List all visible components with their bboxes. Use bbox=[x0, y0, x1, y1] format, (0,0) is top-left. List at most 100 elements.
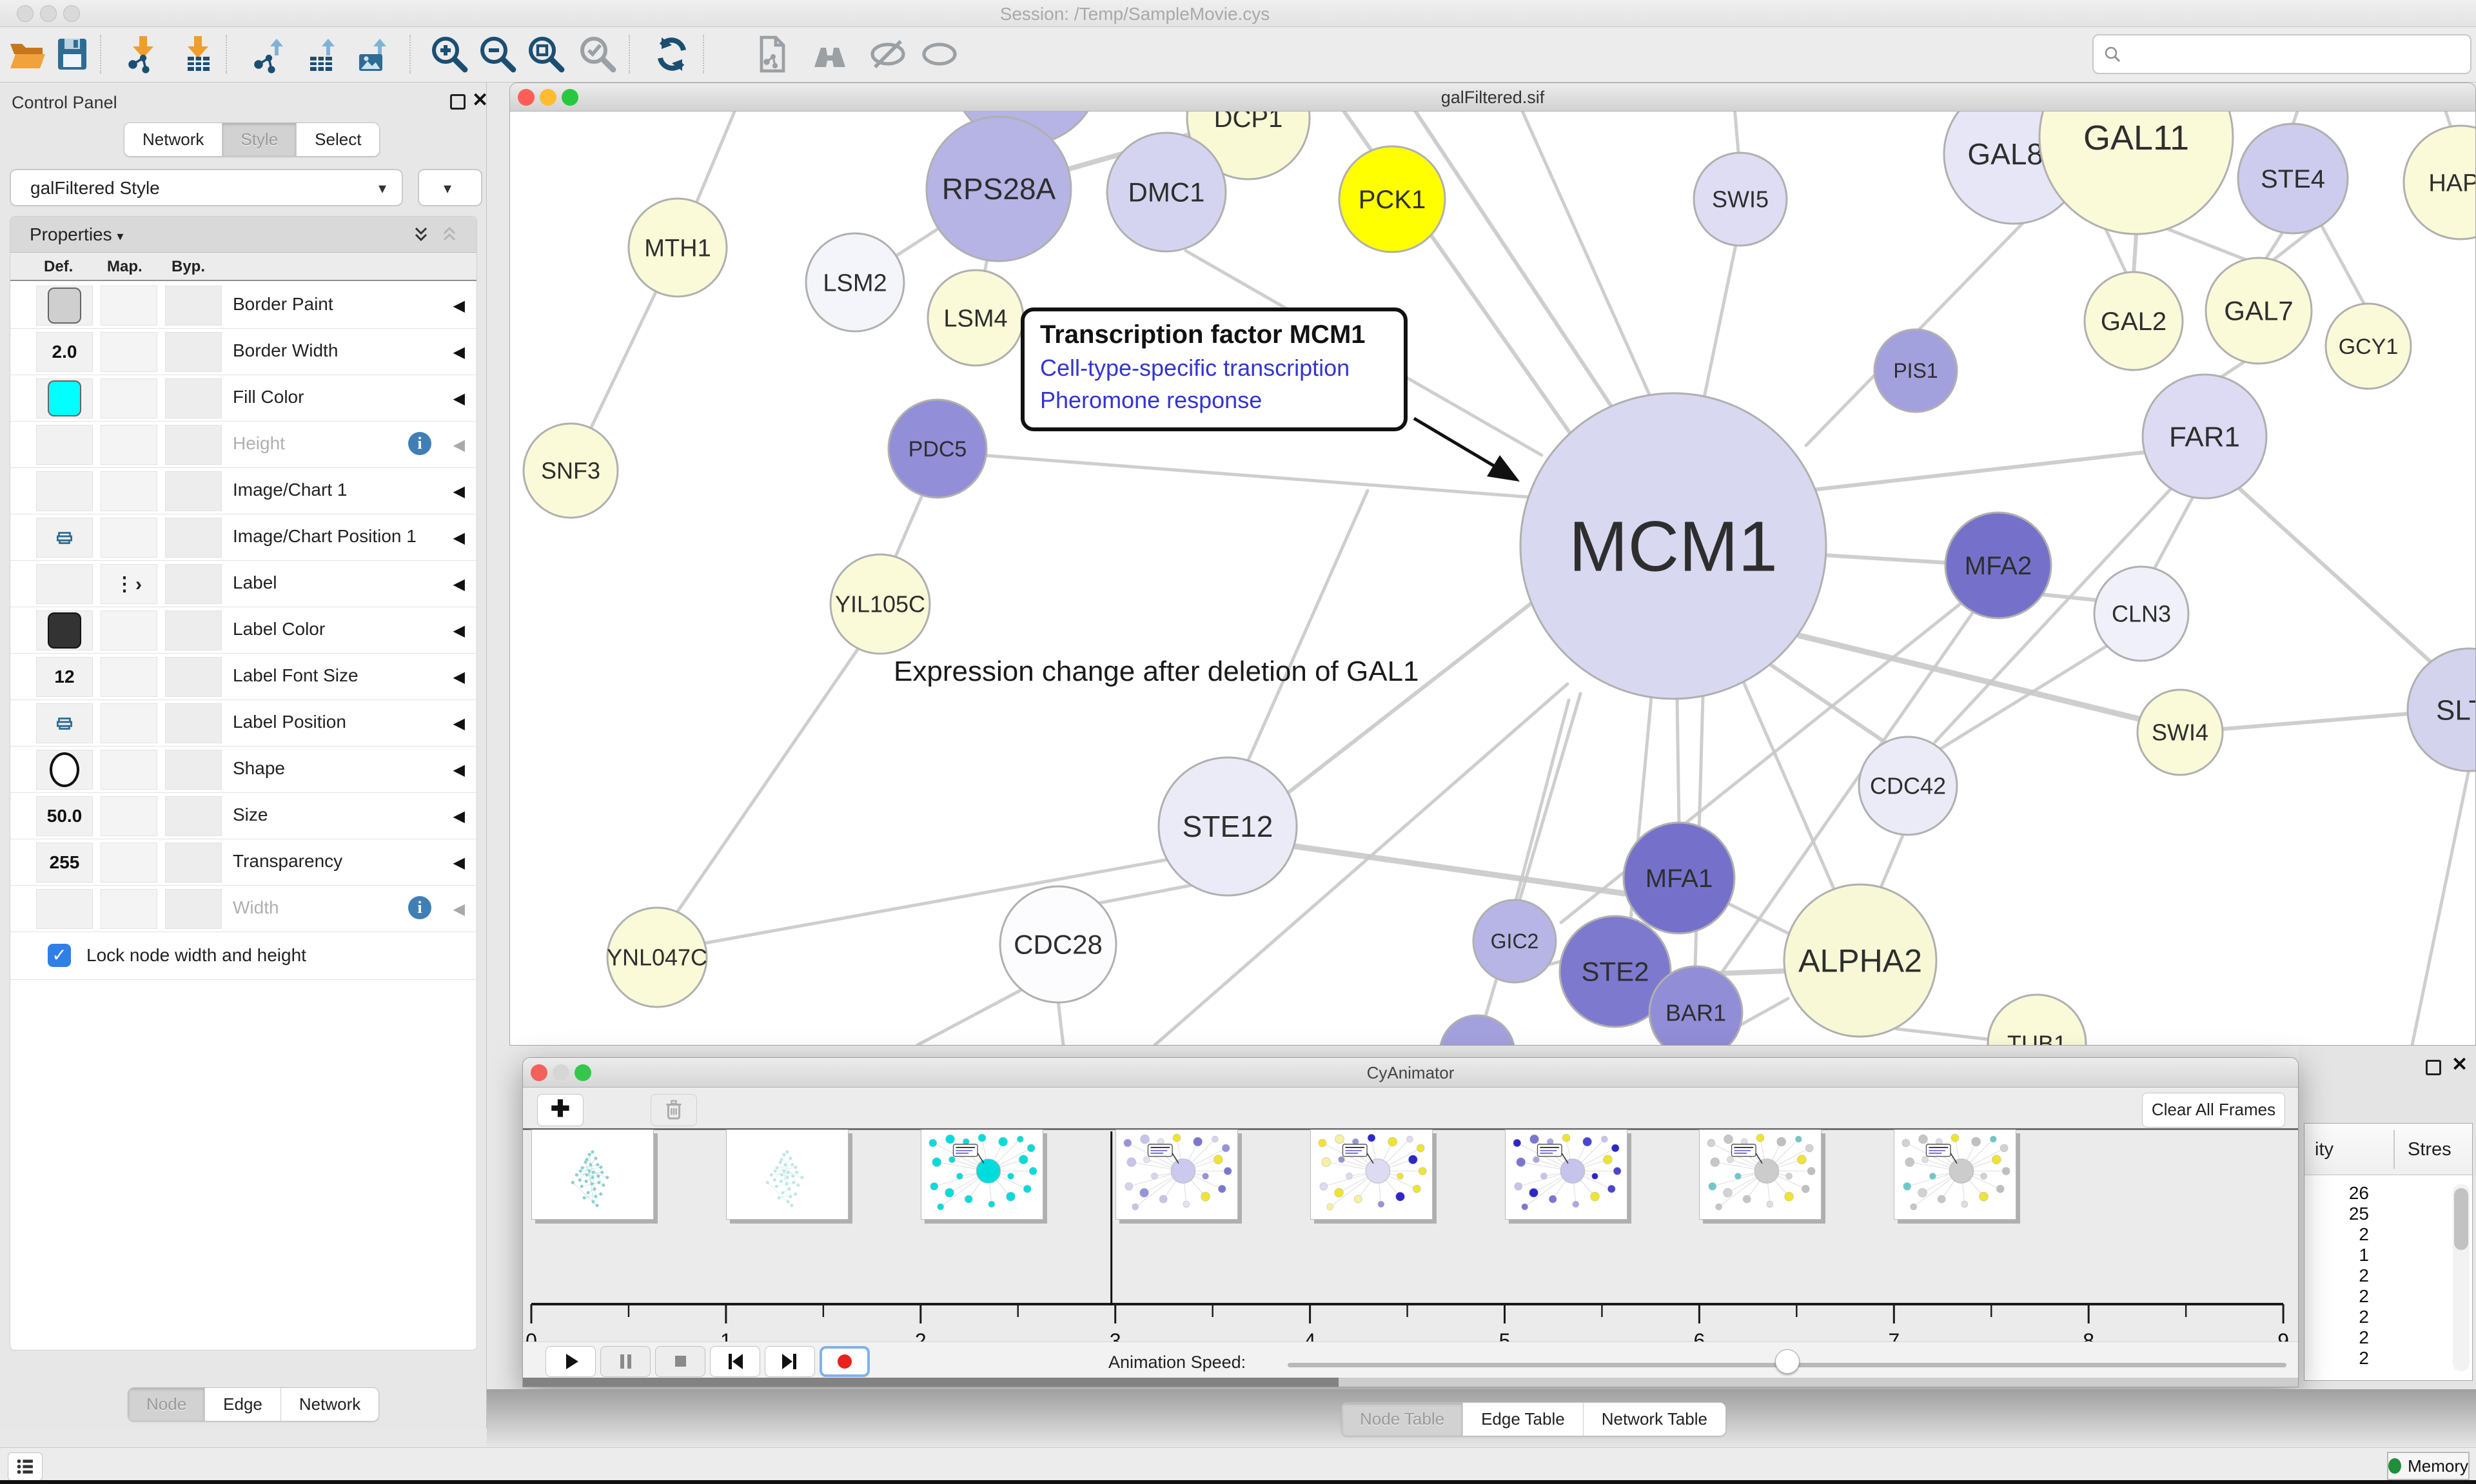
import-network-button[interactable] bbox=[123, 34, 164, 75]
search-field[interactable] bbox=[2092, 34, 2471, 74]
zoom-fit-button[interactable] bbox=[526, 34, 567, 75]
skip-to-end-button[interactable] bbox=[765, 1346, 815, 1377]
chevron-left-icon[interactable]: ◀ bbox=[453, 390, 465, 407]
network-node-gal7[interactable]: GAL7 bbox=[2205, 257, 2313, 365]
hide-details-button[interactable] bbox=[867, 34, 909, 75]
frame-thumbnail-2[interactable] bbox=[920, 1129, 1043, 1220]
table-cell-centrality[interactable]: 2 bbox=[2359, 1307, 2369, 1327]
frame-thumbnail-6[interactable] bbox=[1699, 1129, 1822, 1220]
mapping-cell[interactable] bbox=[101, 332, 157, 372]
node-table[interactable]: ity Stres 26 25 2 1 2 2 2 2 2 bbox=[2304, 1123, 2473, 1381]
refresh-button[interactable] bbox=[651, 34, 693, 75]
minimize-traffic-light[interactable] bbox=[553, 1064, 569, 1081]
network-node-mth1[interactable]: MTH1 bbox=[627, 197, 728, 298]
tab-edge[interactable]: Edge bbox=[205, 1388, 281, 1421]
network-node-gal2[interactable]: GAL2 bbox=[2083, 271, 2184, 371]
zoom-selected-button[interactable] bbox=[577, 34, 618, 75]
search-input[interactable] bbox=[2130, 39, 2459, 69]
network-node-ste2[interactable]: STE2 bbox=[1558, 915, 1672, 1028]
network-node-pdc5[interactable]: PDC5 bbox=[887, 398, 988, 499]
mapping-cell[interactable] bbox=[101, 610, 157, 650]
chevron-left-icon[interactable]: ◀ bbox=[453, 436, 465, 454]
property-row-label-position[interactable]: Label Position ◀ bbox=[10, 700, 477, 747]
task-history-button[interactable] bbox=[8, 1452, 43, 1481]
network-node-snf3[interactable]: SNF3 bbox=[522, 422, 619, 519]
info-icon[interactable]: i bbox=[408, 896, 431, 919]
network-node-cln3[interactable]: CLN3 bbox=[2093, 565, 2190, 662]
tab-network-bottom[interactable]: Network bbox=[280, 1388, 379, 1421]
property-row-label-color[interactable]: Label Color ◀ bbox=[10, 607, 477, 654]
network-node-swi4[interactable]: SWI4 bbox=[2136, 688, 2224, 776]
network-node-dmc1[interactable]: DMC1 bbox=[1106, 132, 1227, 253]
table-cell-centrality[interactable]: 1 bbox=[2359, 1245, 2369, 1265]
default-value-cell[interactable]: 2.0 bbox=[36, 332, 93, 372]
add-frame-button[interactable]: ✚ bbox=[537, 1094, 584, 1126]
frame-thumbnail-0[interactable] bbox=[531, 1129, 654, 1220]
annotation-box[interactable]: Transcription factor MCM1 Cell-type-spec… bbox=[1021, 308, 1408, 431]
chevron-left-icon[interactable]: ◀ bbox=[453, 622, 465, 639]
network-node-unlabeled[interactable] bbox=[1439, 1014, 1515, 1046]
network-node-pck1[interactable]: PCK1 bbox=[1338, 145, 1446, 253]
annotation-link[interactable]: Pheromone response bbox=[1040, 387, 1263, 413]
export-image-button[interactable] bbox=[351, 34, 393, 75]
bypass-cell[interactable] bbox=[165, 471, 222, 511]
chevron-left-icon[interactable]: ◀ bbox=[453, 529, 465, 547]
record-button[interactable] bbox=[820, 1346, 870, 1377]
skip-to-start-button[interactable] bbox=[710, 1346, 760, 1377]
frame-thumbnail-4[interactable] bbox=[1310, 1129, 1433, 1220]
mapping-cell[interactable] bbox=[101, 657, 157, 697]
frame-thumbnail-1[interactable] bbox=[725, 1129, 849, 1220]
annotation-link[interactable]: Cell-type-specific transcription bbox=[1040, 355, 1350, 381]
style-selector[interactable]: galFiltered Style ▾ bbox=[10, 169, 403, 206]
export-table-button[interactable] bbox=[300, 34, 341, 75]
open-session-button[interactable] bbox=[6, 34, 48, 75]
property-row-size[interactable]: 50.0 Size ◀ bbox=[10, 793, 477, 839]
zoom-traffic-light[interactable] bbox=[562, 89, 578, 106]
zoom-traffic-light[interactable] bbox=[63, 5, 80, 22]
chevron-left-icon[interactable]: ◀ bbox=[453, 808, 465, 825]
chevron-left-icon[interactable]: ◀ bbox=[453, 669, 465, 686]
bypass-cell[interactable] bbox=[165, 332, 222, 372]
table-cell-centrality[interactable]: 2 bbox=[2359, 1265, 2369, 1285]
table-scrollbar[interactable] bbox=[2453, 1184, 2470, 1371]
bypass-cell[interactable] bbox=[165, 610, 222, 650]
close-traffic-light[interactable] bbox=[531, 1064, 547, 1081]
bypass-cell[interactable] bbox=[165, 843, 222, 883]
chevron-left-icon[interactable]: ◀ bbox=[453, 901, 465, 918]
cyanimator-scrollbar[interactable] bbox=[523, 1378, 2298, 1387]
chevron-left-icon[interactable]: ◀ bbox=[453, 854, 465, 872]
binoculars-button[interactable] bbox=[809, 34, 850, 75]
default-value-cell[interactable]: 50.0 bbox=[36, 796, 93, 836]
property-row-fill-color[interactable]: Fill Color ◀ bbox=[10, 375, 477, 422]
mapping-cell[interactable] bbox=[101, 703, 157, 743]
tab-network[interactable]: Network bbox=[124, 123, 223, 156]
tab-style[interactable]: Style bbox=[222, 123, 297, 156]
minimize-traffic-light[interactable] bbox=[40, 5, 57, 22]
network-node-swi5[interactable]: SWI5 bbox=[1693, 151, 1788, 247]
bypass-cell[interactable] bbox=[165, 703, 222, 743]
default-value-cell[interactable] bbox=[36, 703, 93, 743]
network-node-mcm1[interactable]: MCM1 bbox=[1519, 392, 1827, 700]
table-cell-centrality[interactable]: 26 bbox=[2348, 1183, 2369, 1203]
stop-button[interactable] bbox=[655, 1346, 705, 1377]
network-node-ste4[interactable]: STE4 bbox=[2237, 122, 2349, 235]
network-node-cdc42[interactable]: CDC42 bbox=[1858, 736, 1958, 836]
chevron-left-icon[interactable]: ◀ bbox=[453, 344, 465, 361]
pause-button[interactable] bbox=[600, 1346, 651, 1377]
default-value-cell[interactable] bbox=[36, 564, 93, 604]
frame-thumbnail-7[interactable] bbox=[1894, 1129, 2017, 1220]
network-node-mfa2[interactable]: MFA2 bbox=[1944, 511, 2052, 620]
zoom-in-button[interactable] bbox=[429, 34, 470, 75]
float-panel-icon[interactable] bbox=[450, 94, 466, 110]
mapping-cell[interactable] bbox=[101, 750, 157, 790]
network-node-gal11[interactable]: GAL11 bbox=[2038, 112, 2234, 235]
play-button[interactable] bbox=[545, 1346, 596, 1377]
network-document-button[interactable] bbox=[751, 34, 792, 75]
network-node-hap2[interactable]: HAP2 bbox=[2402, 124, 2476, 240]
chevron-left-icon[interactable]: ◀ bbox=[453, 761, 465, 779]
table-cell-centrality[interactable]: 2 bbox=[2359, 1348, 2369, 1368]
property-row-shape[interactable]: Shape ◀ bbox=[10, 747, 477, 793]
bypass-cell[interactable] bbox=[165, 750, 222, 790]
bypass-cell[interactable] bbox=[165, 564, 222, 604]
collapse-all-icon[interactable] bbox=[439, 224, 460, 245]
